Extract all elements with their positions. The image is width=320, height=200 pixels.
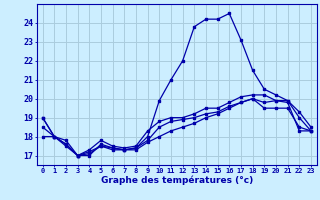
X-axis label: Graphe des températures (°c): Graphe des températures (°c) xyxy=(101,176,253,185)
